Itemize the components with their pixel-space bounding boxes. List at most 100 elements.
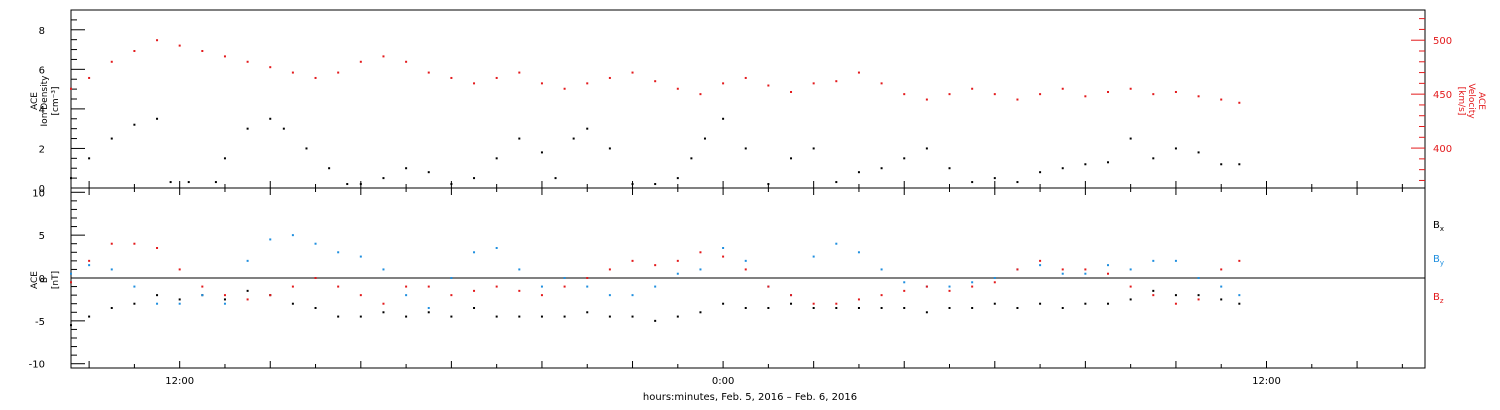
by-point	[359, 255, 362, 258]
velocity-point	[1039, 93, 1042, 96]
bz-point	[405, 285, 408, 288]
velocity-point	[269, 66, 272, 69]
bottom-panel-points	[70, 234, 1241, 327]
bz-point	[586, 277, 589, 279]
density-point	[450, 183, 453, 186]
density-point	[880, 167, 883, 170]
bx-point	[608, 315, 611, 318]
density-point	[223, 157, 226, 160]
by-point	[133, 285, 136, 288]
density-point	[328, 167, 331, 170]
by-point	[654, 285, 657, 288]
velocity-point	[201, 49, 204, 52]
by-point	[880, 268, 883, 271]
velocity-point	[540, 82, 543, 85]
by-point	[948, 285, 951, 288]
density-point	[540, 151, 543, 154]
density-point	[1197, 151, 1200, 154]
by-point	[722, 247, 725, 249]
bz-point	[1129, 285, 1132, 288]
bx-point	[1129, 298, 1132, 301]
bz-point	[1016, 268, 1019, 271]
bz-point	[857, 298, 860, 301]
legend-bz-base: B	[1433, 292, 1440, 303]
bz-point	[88, 259, 91, 262]
bx-point	[586, 311, 589, 314]
bx-point	[246, 289, 249, 292]
by-point	[450, 277, 453, 279]
bx-point	[178, 298, 181, 301]
density-point	[1152, 157, 1155, 160]
top-right-ylabel-line-2: Velocity	[1466, 83, 1476, 119]
bz-point	[359, 294, 362, 297]
velocity-point	[382, 55, 385, 58]
bx-point	[925, 311, 928, 314]
bz-point	[337, 285, 340, 288]
bx-point	[110, 307, 113, 309]
velocity-point	[654, 80, 657, 83]
velocity-point	[314, 76, 317, 79]
bx-point	[314, 307, 317, 309]
by-point	[1061, 272, 1064, 275]
y2-tick-label: 500	[1433, 36, 1452, 47]
velocity-point	[925, 98, 928, 101]
by-point	[812, 255, 815, 258]
velocity-point	[993, 93, 996, 96]
by-point	[314, 242, 317, 245]
by-point	[540, 285, 543, 288]
bottom-left-ylabel-line-2: B	[40, 277, 50, 283]
velocity-point	[473, 82, 476, 85]
density-point	[382, 177, 385, 180]
bx-point	[699, 311, 702, 314]
velocity-point	[948, 93, 951, 96]
by-point	[1152, 259, 1155, 262]
bx-point	[790, 302, 793, 305]
density-point	[70, 177, 72, 180]
velocity-point	[971, 87, 974, 90]
bz-point	[133, 242, 136, 245]
bz-point	[1197, 298, 1200, 301]
bx-point	[631, 315, 634, 318]
by-point	[1174, 259, 1177, 262]
by-point	[269, 238, 272, 241]
by-point	[405, 294, 408, 297]
density-point	[993, 177, 996, 180]
density-point	[110, 137, 113, 140]
by-point	[1107, 264, 1110, 267]
bz-point	[291, 285, 294, 288]
by-point	[1220, 285, 1223, 288]
legend-by-sub: y	[1440, 259, 1444, 267]
y-tick-label: 8	[39, 26, 45, 37]
velocity-point	[337, 71, 340, 74]
by-point	[156, 302, 159, 305]
bz-point	[223, 294, 226, 297]
density-point	[88, 157, 91, 160]
bz-point	[1107, 272, 1110, 275]
density-point	[1238, 163, 1241, 166]
velocity-point	[1084, 95, 1087, 98]
density-point	[518, 137, 521, 140]
legend-by: By	[1433, 254, 1444, 267]
x-tick-label: 12:00	[1252, 376, 1281, 387]
bz-point	[473, 289, 476, 292]
density-point	[608, 147, 611, 150]
bz-point	[903, 289, 906, 292]
bz-point	[518, 289, 521, 292]
bx-point	[156, 294, 159, 297]
legend-bz-sub: z	[1440, 297, 1444, 305]
velocity-point	[1152, 93, 1155, 96]
bz-point	[790, 294, 793, 297]
bx-point	[1197, 294, 1200, 297]
density-point	[790, 157, 793, 160]
density-point	[703, 137, 706, 140]
bx-point	[450, 315, 453, 318]
bx-point	[1220, 298, 1223, 301]
density-point	[246, 127, 249, 130]
density-point	[133, 123, 136, 126]
velocity-point	[178, 44, 181, 47]
bottom-left-ylabel-line-1: ACE	[30, 271, 40, 289]
legend-bz: Bz	[1433, 292, 1444, 305]
density-point	[214, 181, 217, 184]
bz-point	[382, 302, 385, 305]
density-point	[744, 147, 747, 150]
